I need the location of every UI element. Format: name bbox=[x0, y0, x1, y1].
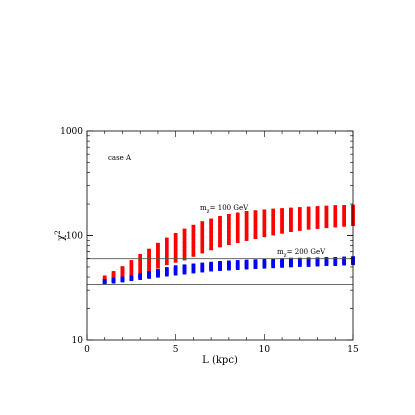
data-point-range bbox=[315, 206, 320, 229]
data-point-range bbox=[173, 265, 178, 276]
data-point-range bbox=[218, 216, 222, 248]
mass-100-subscript: χ bbox=[207, 208, 210, 214]
data-point-range bbox=[280, 208, 284, 234]
mass-100-annotation: mχ= 100 GeV bbox=[200, 204, 249, 214]
data-point-range bbox=[244, 211, 249, 241]
data-point-range bbox=[342, 256, 346, 266]
data-point-range bbox=[200, 221, 205, 254]
data-point-range bbox=[333, 205, 338, 228]
y-tick-label: 100 bbox=[66, 232, 83, 242]
data-point-range bbox=[111, 277, 116, 284]
data-point-range bbox=[342, 205, 346, 227]
data-point-range bbox=[306, 206, 311, 230]
data-point-range bbox=[165, 267, 169, 277]
y-tick-label: 1000 bbox=[60, 127, 83, 137]
data-point-range bbox=[306, 257, 311, 267]
data-point-range bbox=[138, 254, 142, 275]
data-point-range bbox=[129, 260, 134, 277]
data-point-range bbox=[271, 208, 275, 236]
data-point-range bbox=[147, 271, 151, 279]
data-point-range bbox=[227, 260, 231, 271]
y-axis-label: χ2 bbox=[54, 230, 67, 241]
y-axis-symbol: χ bbox=[56, 235, 67, 241]
data-point-range bbox=[280, 258, 284, 268]
data-point-range bbox=[271, 258, 275, 269]
axis-ticks: 0 5 10 15 10 100 1000 bbox=[60, 127, 359, 355]
x-tick-label: 15 bbox=[347, 345, 359, 355]
data-point-range bbox=[191, 263, 196, 274]
data-point-range bbox=[182, 228, 187, 261]
y-tick-label: 10 bbox=[72, 336, 84, 346]
data-point-range bbox=[298, 257, 302, 267]
data-point-range bbox=[147, 248, 151, 273]
data-point-range bbox=[182, 264, 187, 275]
x-tick-label: 0 bbox=[84, 345, 90, 355]
data-point-range bbox=[129, 275, 134, 282]
data-point-range bbox=[209, 218, 213, 251]
data-point-range bbox=[218, 261, 222, 271]
data-point-range bbox=[156, 269, 160, 278]
reference-lines bbox=[87, 258, 353, 285]
mass-100-value: = 100 GeV bbox=[210, 204, 249, 212]
data-point-range bbox=[227, 214, 231, 246]
data-point-range bbox=[111, 271, 116, 282]
data-point-range bbox=[315, 257, 320, 267]
data-layer bbox=[102, 204, 355, 285]
data-point-range bbox=[235, 212, 240, 243]
data-point-range bbox=[102, 279, 107, 285]
data-point-range bbox=[324, 257, 329, 266]
data-point-range bbox=[244, 259, 249, 270]
data-point-range bbox=[298, 207, 302, 231]
mass-100-prefix: m bbox=[200, 204, 207, 212]
data-point-range bbox=[324, 205, 329, 229]
data-point-range bbox=[165, 237, 169, 266]
data-point-range bbox=[289, 207, 293, 232]
mass-200-subscript: χ bbox=[284, 252, 287, 258]
data-point-range bbox=[289, 257, 293, 268]
data-point-range bbox=[120, 266, 125, 279]
mass-200-prefix: m bbox=[277, 248, 284, 256]
mass-200-annotation: mχ= 200 GeV bbox=[277, 248, 326, 258]
x-axis-label: L (kpc) bbox=[202, 355, 238, 366]
case-annotation: case A bbox=[108, 154, 132, 162]
x-tick-label: 5 bbox=[173, 345, 179, 355]
data-point-range bbox=[262, 209, 267, 238]
data-point-range bbox=[120, 276, 125, 283]
data-point-range bbox=[209, 261, 213, 272]
data-point-range bbox=[262, 259, 267, 269]
data-point-range bbox=[253, 259, 258, 270]
mass-200-value: = 200 GeV bbox=[287, 248, 326, 256]
data-point-range bbox=[173, 233, 178, 263]
y-axis-superscript: 2 bbox=[54, 230, 62, 234]
data-point-range bbox=[138, 273, 142, 280]
data-point-range bbox=[200, 262, 205, 273]
data-point-range bbox=[253, 210, 258, 239]
x-tick-label: 10 bbox=[259, 345, 271, 355]
data-point-range bbox=[333, 257, 338, 266]
data-point-range bbox=[191, 224, 196, 257]
data-point-range bbox=[156, 242, 160, 269]
data-point-range bbox=[235, 260, 240, 270]
